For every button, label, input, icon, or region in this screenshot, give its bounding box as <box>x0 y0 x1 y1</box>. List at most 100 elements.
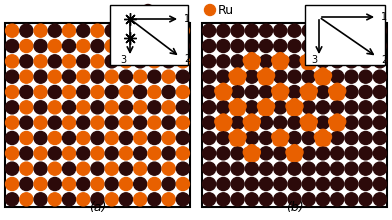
Circle shape <box>321 132 332 142</box>
Circle shape <box>330 147 344 160</box>
Circle shape <box>245 132 258 145</box>
Circle shape <box>332 83 342 94</box>
Circle shape <box>162 70 175 83</box>
Circle shape <box>345 24 358 37</box>
Circle shape <box>359 39 372 53</box>
Circle shape <box>245 70 258 83</box>
Circle shape <box>48 85 62 99</box>
Circle shape <box>302 193 315 206</box>
Circle shape <box>34 85 47 99</box>
Circle shape <box>300 86 310 96</box>
Circle shape <box>302 178 315 191</box>
Circle shape <box>345 55 358 68</box>
Circle shape <box>203 132 216 145</box>
Circle shape <box>229 70 239 81</box>
Circle shape <box>134 85 147 99</box>
Circle shape <box>288 147 301 160</box>
Circle shape <box>260 24 272 37</box>
Circle shape <box>345 85 358 99</box>
Circle shape <box>231 55 244 68</box>
Circle shape <box>274 55 287 68</box>
Circle shape <box>232 68 243 78</box>
Circle shape <box>203 162 216 175</box>
Circle shape <box>302 147 315 160</box>
Circle shape <box>279 55 289 65</box>
Text: 2: 2 <box>184 54 190 64</box>
Circle shape <box>217 162 230 175</box>
Circle shape <box>176 178 189 191</box>
Circle shape <box>260 162 272 175</box>
Circle shape <box>232 129 243 139</box>
Circle shape <box>91 24 104 37</box>
Circle shape <box>162 39 175 53</box>
Circle shape <box>236 132 246 142</box>
Circle shape <box>20 162 33 175</box>
Circle shape <box>275 53 285 63</box>
Circle shape <box>218 114 229 124</box>
Circle shape <box>232 133 243 143</box>
Circle shape <box>120 116 132 129</box>
Circle shape <box>120 55 132 68</box>
Circle shape <box>77 85 90 99</box>
Text: Pt: Pt <box>156 4 169 16</box>
Circle shape <box>373 85 387 99</box>
Circle shape <box>120 147 132 160</box>
Circle shape <box>34 116 47 129</box>
Circle shape <box>260 193 272 206</box>
Circle shape <box>288 116 301 129</box>
Circle shape <box>20 178 33 191</box>
Circle shape <box>20 24 33 37</box>
Circle shape <box>320 136 330 146</box>
Circle shape <box>289 148 299 158</box>
Circle shape <box>261 72 271 82</box>
Circle shape <box>120 193 132 206</box>
Circle shape <box>318 133 328 143</box>
Circle shape <box>373 24 387 37</box>
Circle shape <box>105 116 118 129</box>
Circle shape <box>34 101 47 114</box>
Circle shape <box>330 90 340 100</box>
Circle shape <box>302 101 315 114</box>
Circle shape <box>245 116 258 129</box>
Circle shape <box>5 193 19 206</box>
Circle shape <box>287 105 298 115</box>
Circle shape <box>62 178 76 191</box>
Circle shape <box>48 132 62 145</box>
Circle shape <box>176 70 189 83</box>
Circle shape <box>302 55 315 68</box>
Circle shape <box>91 178 104 191</box>
Text: 1: 1 <box>381 12 387 22</box>
Circle shape <box>162 147 175 160</box>
Circle shape <box>48 116 62 129</box>
Circle shape <box>162 101 175 114</box>
Circle shape <box>345 147 358 160</box>
Circle shape <box>345 178 358 191</box>
Circle shape <box>316 55 330 68</box>
Circle shape <box>272 55 282 65</box>
Circle shape <box>20 55 33 68</box>
Circle shape <box>148 24 161 37</box>
Circle shape <box>336 116 346 127</box>
Circle shape <box>5 116 19 129</box>
Circle shape <box>359 70 372 83</box>
Circle shape <box>345 70 358 83</box>
Circle shape <box>231 116 244 129</box>
Circle shape <box>330 39 344 53</box>
Circle shape <box>274 39 287 53</box>
Circle shape <box>259 75 269 85</box>
Circle shape <box>373 55 387 68</box>
Circle shape <box>359 178 372 191</box>
Circle shape <box>217 132 230 145</box>
Circle shape <box>300 55 310 65</box>
Circle shape <box>148 162 161 175</box>
Circle shape <box>302 116 315 129</box>
Circle shape <box>304 56 314 66</box>
Circle shape <box>273 90 283 100</box>
Circle shape <box>288 132 301 145</box>
Circle shape <box>148 116 161 129</box>
Circle shape <box>263 75 273 85</box>
Circle shape <box>316 70 330 83</box>
Circle shape <box>62 55 76 68</box>
Text: 3: 3 <box>311 55 317 65</box>
Circle shape <box>34 147 47 160</box>
